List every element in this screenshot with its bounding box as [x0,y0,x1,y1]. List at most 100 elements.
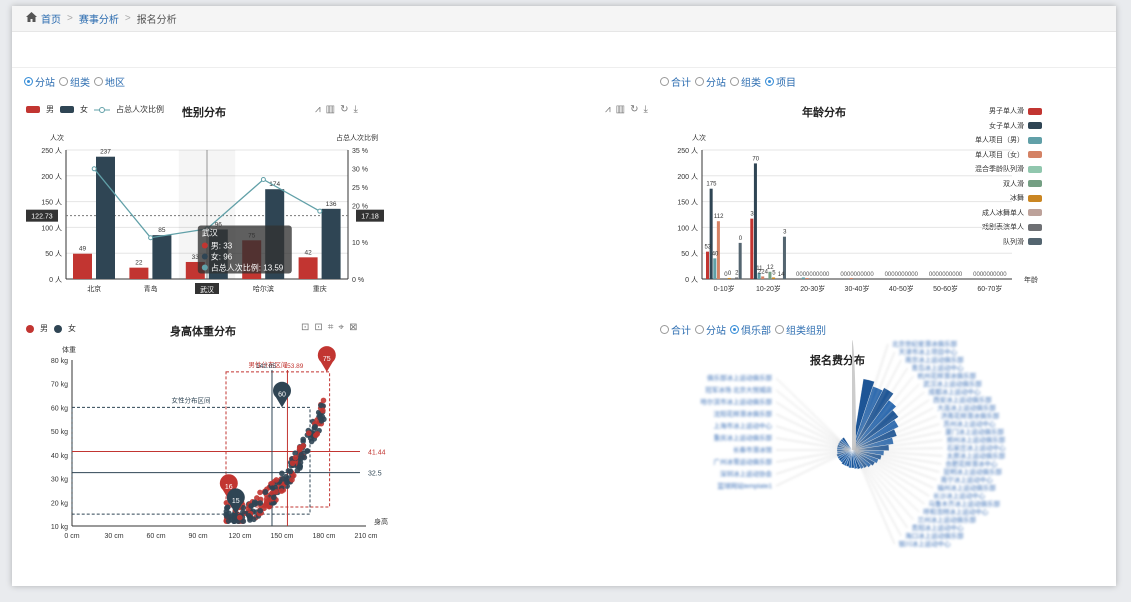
gender-group-radio-2[interactable]: 地区 [94,74,125,89]
download-icon[interactable]: ⤓ [353,104,358,115]
radio-dot[interactable] [695,77,704,86]
age-group-radio-2[interactable]: 组类 [730,74,761,89]
clear-select-icon[interactable]: ⊠ [349,322,358,333]
slice-label: 哈尔滨市冰上运动俱乐部 [701,397,773,406]
zoom-icon[interactable]: ⊡ [301,322,310,333]
y2-tick-label: 20 % [352,203,368,210]
slice-label: 长春市滑冰馆 [733,445,773,454]
legend-female-swatch[interactable] [60,106,74,113]
slice-label: 深圳冰上运动协会 [720,469,773,478]
home-icon[interactable] [26,12,37,25]
rect-select-icon[interactable]: ⌗ [327,322,334,333]
fee-group-radio-3[interactable]: 组类组别 [775,322,826,337]
radio-dot[interactable] [730,325,739,334]
radio-dot[interactable] [765,77,774,86]
legend-male-label[interactable]: 男 [40,324,48,333]
download-icon[interactable]: ⤓ [643,104,648,115]
slice-label: 济南花样滑冰俱乐部 [941,411,1000,420]
line-chart-icon[interactable]: ⩘ [605,104,611,115]
male-point [320,407,326,414]
slice-label: 郑州冰上运动俱乐部 [947,435,1006,444]
age-legend-item[interactable]: 双人滑 [952,177,1042,192]
legend-male-swatch[interactable] [26,324,34,333]
radio-dot[interactable] [695,325,704,334]
bar-2 [757,272,761,279]
breadcrumb-event-analysis-link[interactable]: 赛事分析 [78,15,119,26]
fee-group-radio-1[interactable]: 分站 [695,322,726,337]
gender-group-radio-1[interactable]: 组类 [59,74,90,89]
bar-label: 70 [752,156,759,162]
fee-group-radio-2[interactable]: 俱乐部 [730,322,771,337]
age-legend-item[interactable]: 冰舞 [952,191,1042,206]
radio-dot[interactable] [24,77,33,86]
legend-ratio-swatch[interactable] [94,106,110,114]
slice-label: 武汉冰上运动俱乐部 [923,379,982,388]
female-point [271,494,277,501]
tooltip-female: 女: 96 [211,251,233,261]
female-max-pin-label: 60 [278,391,286,398]
x-tick-label: 150 cm [271,533,294,540]
age-legend-item[interactable]: 单人项目（男） [952,133,1042,148]
legend-label: 单人项目（女） [975,151,1024,159]
age-legend-item[interactable]: 女子单人滑 [952,119,1042,134]
radio-dot[interactable] [660,77,669,86]
female-min-pin [226,488,245,515]
leader-line [853,383,920,451]
female-point [297,463,303,469]
legend-female-label[interactable]: 女 [68,324,76,333]
radio-dot[interactable] [775,325,784,334]
legend-swatch [1028,165,1042,173]
age-group-radio-3[interactable]: 项目 [765,74,796,89]
leader-line [853,359,902,451]
legend-male-swatch[interactable] [26,106,40,113]
female-point [279,475,286,482]
lasso-icon[interactable]: ⌖ [338,322,345,333]
slice-label: 成都冰上运动中心 [928,387,981,396]
ratio-point [317,208,323,214]
radio-dot[interactable] [660,325,669,334]
age-group-radio-1[interactable]: 分站 [695,74,726,89]
bar-chart-icon[interactable]: ▥ [325,104,336,115]
leader-line [853,449,940,473]
x-tick-label: 0-10岁 [714,284,735,293]
legend-ratio-label[interactable]: 占总人次比例 [116,105,164,114]
age-legend-item[interactable]: 队列滑 [952,235,1042,250]
fee-group-radio-0[interactable]: 合计 [660,322,691,337]
bar-chart-icon[interactable]: ▥ [615,104,626,115]
radio-dot[interactable] [59,77,68,86]
y-tick-label: 250 人 [677,147,698,155]
bar-label: 224 [758,269,769,275]
zoom-reset-icon[interactable]: ⊡ [314,322,323,333]
restore-icon[interactable]: ↻ [630,104,639,115]
x-tick-label: 哈尔滨 [253,284,274,293]
breadcrumb-home-link[interactable]: 首页 [41,15,61,26]
slice-label: 西安冰上运动俱乐部 [933,395,992,404]
tooltip-female-dot [201,253,208,260]
leader-line [853,449,925,505]
age-legend-item[interactable]: 单人项目（女） [952,148,1042,163]
slice-label: 南宁冰上运动中心 [941,475,994,484]
line-chart-icon[interactable]: ⩘ [315,104,321,115]
legend-male-label[interactable]: 男 [46,105,54,114]
male-max-pin [317,346,336,372]
age-group-radio-0[interactable]: 合计 [660,74,691,89]
female-point [262,489,269,495]
restore-icon[interactable]: ↻ [340,104,349,115]
female-point [269,485,276,491]
age-legend-item[interactable]: 混合季龄队列滑 [952,162,1042,177]
gender-group-radio-0[interactable]: 分站 [24,74,55,89]
y2-axis-unit: 占总人次比例 [336,133,378,142]
bar-label-male: 33 [192,254,200,261]
legend-female-swatch[interactable] [54,324,62,333]
female-point [300,436,306,443]
x-tick-label: 90 cm [188,533,207,540]
y-tick-label: 70 kg [51,382,68,389]
radio-dot[interactable] [730,77,739,86]
bar-label: 0000000000 [885,272,919,278]
age-legend-item[interactable]: 成人冰舞单人 [952,206,1042,221]
radio-dot[interactable] [94,77,103,86]
legend-female-label[interactable]: 女 [80,105,88,114]
slice-label: 篮球网站template1 [717,481,772,490]
y2-tick-label: 25 % [352,185,368,192]
age-legend-item[interactable]: 男子单人滑 [952,104,1042,119]
